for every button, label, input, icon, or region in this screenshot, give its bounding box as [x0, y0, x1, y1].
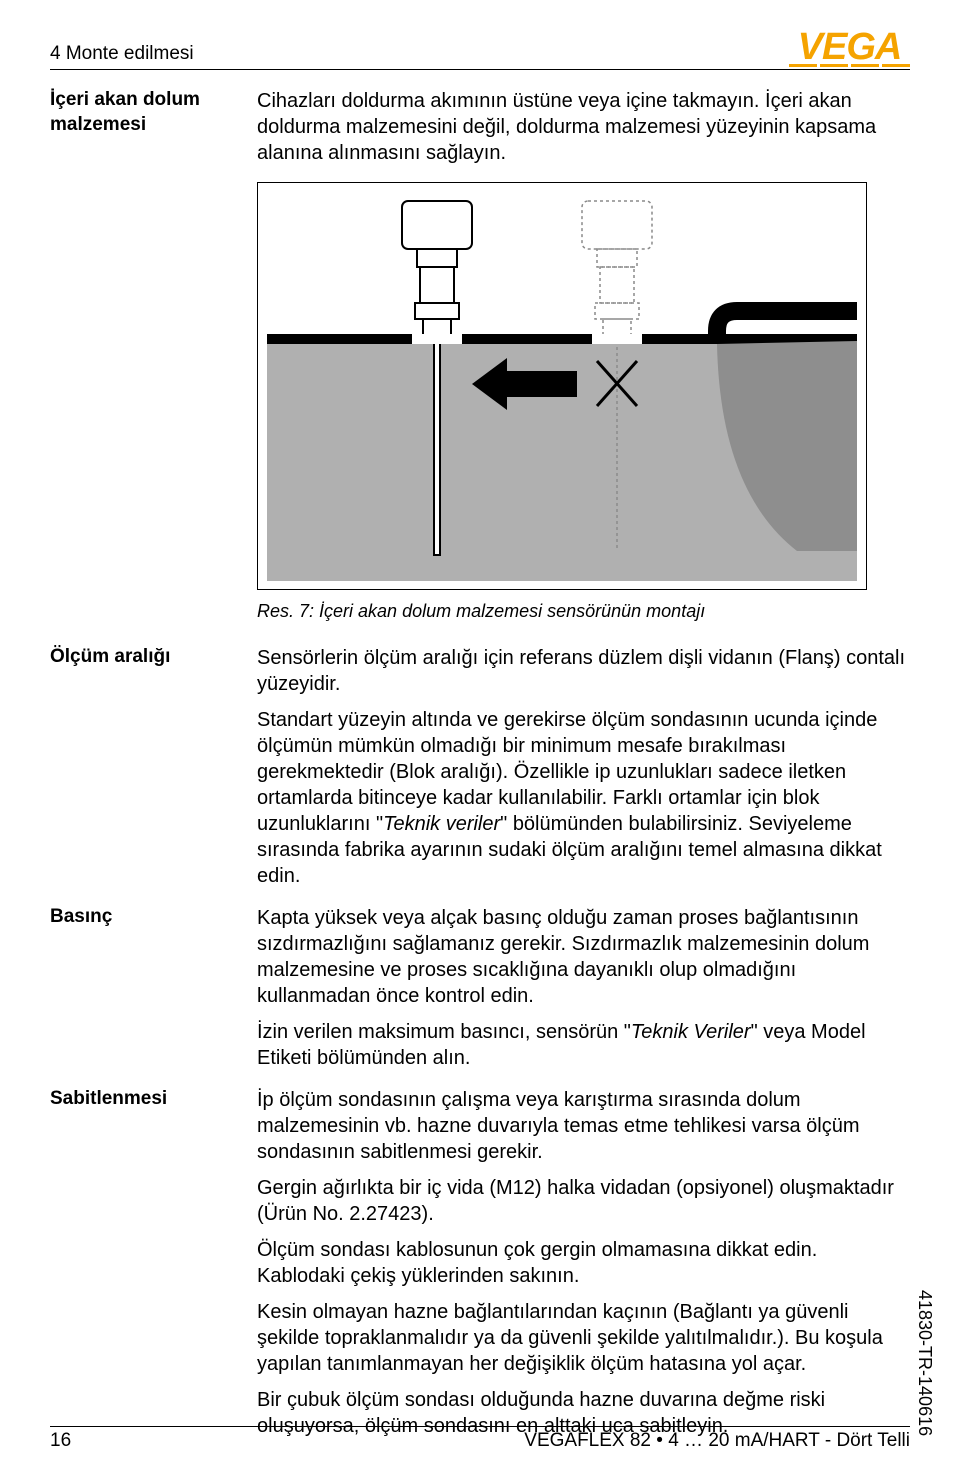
measurement-body: Sensörlerin ölçüm aralığı için referans …: [257, 645, 910, 889]
measurement-p2: Standart yüzeyin altında ve gerekirse öl…: [257, 707, 910, 889]
logo-bars: [789, 64, 910, 67]
pressure-p2: İzin verilen maksimum basıncı, sensörün …: [257, 1019, 910, 1071]
pressure-body: Kapta yüksek veya alçak basınç olduğu za…: [257, 905, 910, 1071]
vega-logo: VEGA: [789, 28, 910, 67]
fixing-p3: Ölçüm sondası kablosunun çok gergin olma…: [257, 1237, 910, 1289]
section-measurement: Ölçüm aralığı Sensörlerin ölçüm aralığı …: [50, 645, 910, 889]
intro-body: Cihazları doldurma akımının üstüne veya …: [257, 88, 910, 166]
fixing-label: Sabitlenmesi: [50, 1087, 245, 1439]
fixing-p1: İp ölçüm sondasının çalışma veya karıştı…: [257, 1087, 910, 1165]
fixing-p2: Gergin ağırlıkta bir iç vida (M12) halka…: [257, 1175, 910, 1227]
figure-7: [257, 182, 867, 590]
figure-caption: Res. 7: İçeri akan dolum malzemesi sensö…: [257, 600, 910, 623]
pressure-label: Basınç: [50, 905, 245, 1071]
intro-p1: Cihazları doldurma akımının üstüne veya …: [257, 88, 910, 166]
sensor-mounting-diagram: [267, 191, 857, 581]
logo-text: VEGA: [798, 28, 902, 66]
figure-block: Res. 7: İçeri akan dolum malzemesi sensö…: [257, 182, 910, 623]
section-intro: İçeri akan dolum malzemesi Cihazları dol…: [50, 88, 910, 166]
section-fixing: Sabitlenmesi İp ölçüm sondasının çalışma…: [50, 1087, 910, 1439]
page-header: 4 Monte edilmesi VEGA: [50, 28, 910, 70]
measurement-p1: Sensörlerin ölçüm aralığı için referans …: [257, 645, 910, 697]
pressure-p1: Kapta yüksek veya alçak basınç olduğu za…: [257, 905, 910, 1009]
section-pressure: Basınç Kapta yüksek veya alçak basınç ol…: [50, 905, 910, 1071]
product-line: VEGAFLEX 82 • 4 … 20 mA/HART - Dört Tell…: [524, 1429, 910, 1454]
chapter-title: 4 Monte edilmesi: [50, 42, 194, 67]
fixing-body: İp ölçüm sondasının çalışma veya karıştı…: [257, 1087, 910, 1439]
intro-label: İçeri akan dolum malzemesi: [50, 88, 245, 166]
page-number: 16: [50, 1429, 71, 1454]
page-footer: 16 VEGAFLEX 82 • 4 … 20 mA/HART - Dört T…: [50, 1426, 910, 1454]
measurement-label: Ölçüm aralığı: [50, 645, 245, 889]
doc-sidecode: 41830-TR-140616: [913, 1290, 936, 1436]
fixing-p4: Kesin olmayan hazne bağlantılarından kaç…: [257, 1299, 910, 1377]
